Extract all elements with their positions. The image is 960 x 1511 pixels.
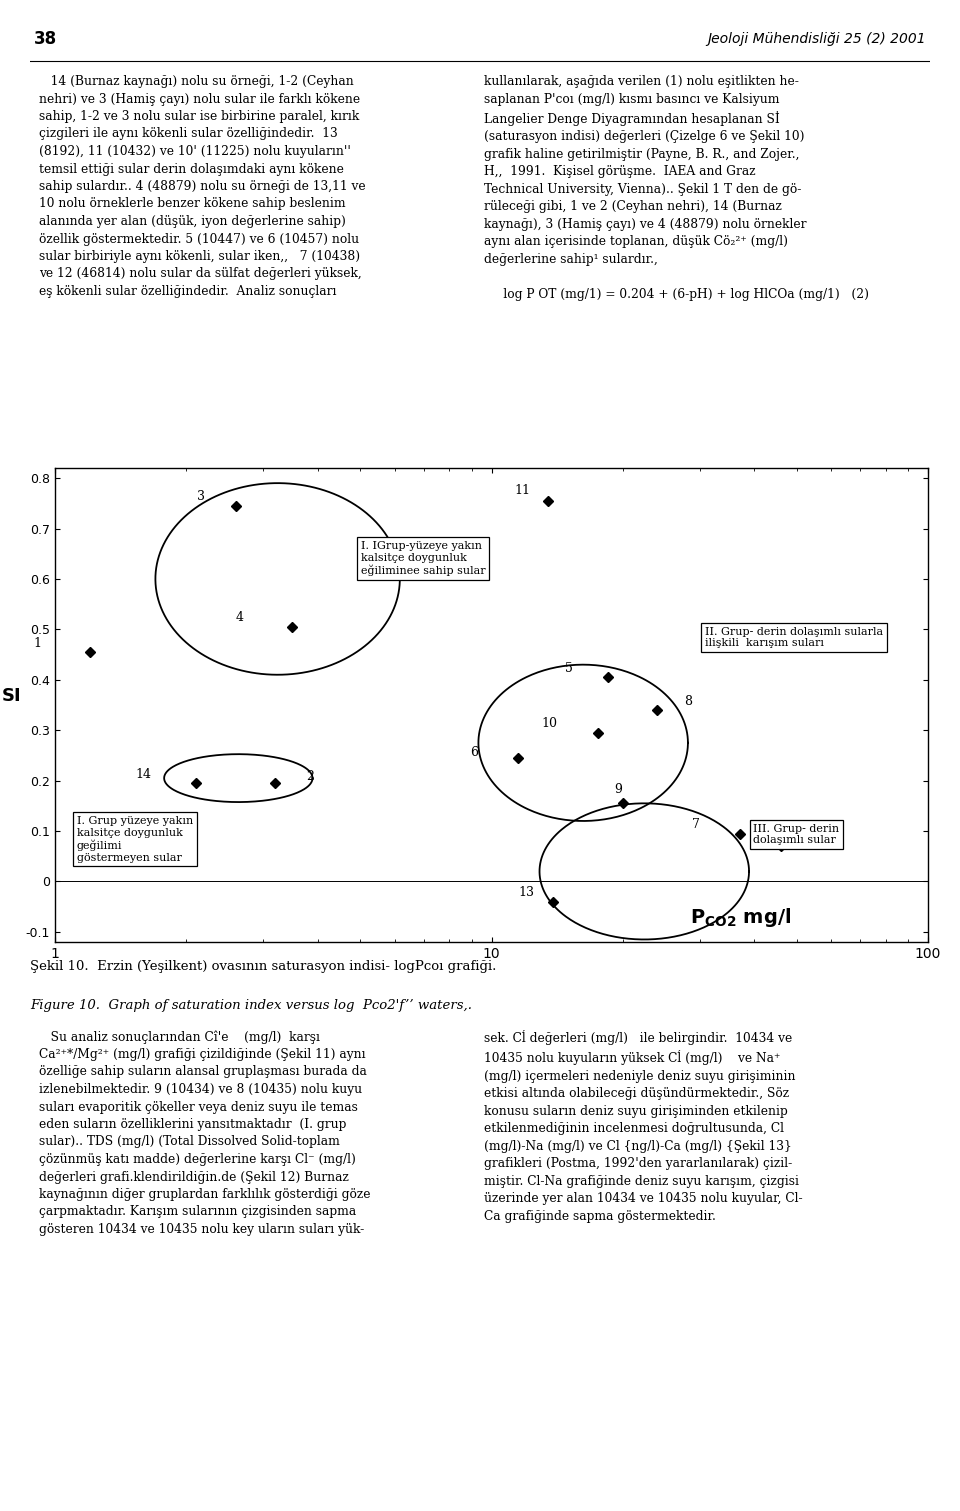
Text: 3: 3 xyxy=(197,490,205,503)
Text: 5: 5 xyxy=(564,662,573,675)
Text: 9: 9 xyxy=(614,783,622,796)
Y-axis label: SI: SI xyxy=(2,688,22,706)
Text: 14: 14 xyxy=(135,768,152,781)
Text: I. Grup yüzeye yakın
kalsitçe doygunluk
geğilimi
göstermeyen sular: I. Grup yüzeye yakın kalsitçe doygunluk … xyxy=(77,816,193,863)
Text: 14 (Burnaz kaynağı) nolu su örneği, 1-2 (Ceyhan
nehri) ve 3 (Hamiş çayı) nolu su: 14 (Burnaz kaynağı) nolu su örneği, 1-2 … xyxy=(39,76,366,298)
Text: Su analiz sonuçlarından Cî'e    (mg/l)  karşı
Ca²⁺*/Mg²⁺ (mg/l) grafiği çizildiğ: Su analiz sonuçlarından Cî'e (mg/l) karş… xyxy=(39,1031,371,1236)
Text: 2: 2 xyxy=(306,771,314,783)
Text: 12: 12 xyxy=(804,831,819,843)
Text: 8: 8 xyxy=(684,695,692,707)
Text: Şekil 10.  Erzin (Yeşilkent) ovasının saturasyon indisi- logPcoı grafiği.: Şekil 10. Erzin (Yeşilkent) ovasının sat… xyxy=(30,959,496,973)
Text: sek. Cĺ değerleri (mg/l)   ile belirgindir.  10434 ve
10435 nolu kuyuların yükse: sek. Cĺ değerleri (mg/l) ile belirgindir… xyxy=(485,1031,804,1222)
Text: I. IGrup-yüzeye yakın
kalsitçe doygunluk
eğiliminee sahip sular: I. IGrup-yüzeye yakın kalsitçe doygunluk… xyxy=(361,541,485,576)
Text: 13: 13 xyxy=(518,885,535,899)
Text: 6: 6 xyxy=(470,746,478,759)
Text: Jeoloji Mühendisliği 25 (2) 2001: Jeoloji Mühendisliği 25 (2) 2001 xyxy=(708,32,926,45)
Text: 7: 7 xyxy=(692,817,700,831)
Text: II. Grup- derin dolaşımlı sularla
ilişkili  karışım suları: II. Grup- derin dolaşımlı sularla ilişki… xyxy=(706,627,883,648)
Text: 4: 4 xyxy=(236,612,244,624)
Text: $\mathbf{P_{CO2}}$ mg/l: $\mathbf{P_{CO2}}$ mg/l xyxy=(689,907,791,929)
Text: kullanılarak, aşağıda verilen (1) nolu eşitlikten he-
saplanan P'coı (mg/l) kısm: kullanılarak, aşağıda verilen (1) nolu e… xyxy=(485,76,870,301)
Text: 1: 1 xyxy=(34,636,41,650)
Text: Figure 10.  Graph of saturation index versus log  Pco2'f’’ waters,.: Figure 10. Graph of saturation index ver… xyxy=(30,999,472,1012)
Text: 11: 11 xyxy=(515,484,530,497)
Text: III. Grup- derin
dolaşımlı sular: III. Grup- derin dolaşımlı sular xyxy=(754,823,840,845)
Text: 38: 38 xyxy=(34,30,57,48)
Text: 10: 10 xyxy=(541,718,558,730)
